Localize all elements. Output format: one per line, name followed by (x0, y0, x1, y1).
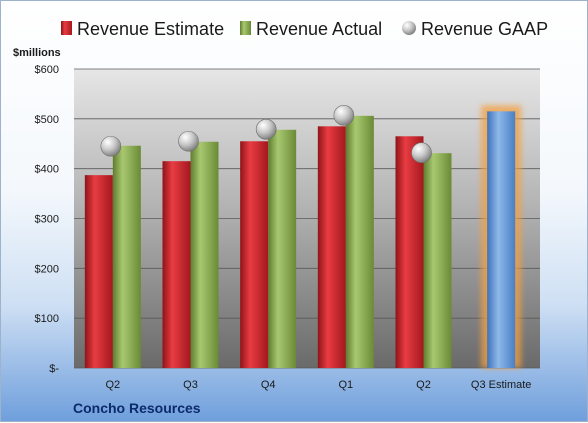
legend: Revenue Estimate Revenue Actual Revenue … (61, 19, 548, 39)
x-tick-label: Q3 Estimate (471, 379, 532, 391)
legend-label-revenue-actual: Revenue Actual (256, 19, 382, 39)
bar-revenue-estimate (317, 126, 346, 368)
x-tick-label: Q3 (183, 379, 198, 391)
legend-label-revenue-gaap: Revenue GAAP (421, 19, 548, 39)
legend-swatch-revenue-actual (240, 21, 251, 35)
bar-revenue-actual (345, 115, 374, 369)
y-axis-unit-label: $millions (13, 47, 61, 59)
y-tick-label: $100 (35, 313, 59, 325)
bubble-revenue-gaap (411, 142, 432, 164)
bar-revenue-actual (190, 141, 219, 368)
legend-label-revenue-estimate: Revenue Estimate (77, 19, 224, 39)
bar-revenue-estimate (84, 175, 113, 368)
y-tick-label: $300 (35, 214, 59, 226)
bar-revenue-estimate (395, 136, 424, 368)
bubble-revenue-gaap (255, 118, 277, 140)
legend-swatch-revenue-gaap (402, 21, 416, 35)
y-tick-label: $400 (35, 164, 59, 176)
x-tick-label: Q4 (261, 379, 276, 391)
bar-revenue-actual (423, 153, 452, 368)
bar-revenue-projection (487, 111, 516, 368)
y-tick-label: $200 (35, 263, 59, 275)
axis-ticks: $- $100 $200 $300 $400 $500 $600 Q2 Q3 Q4 Q1 Q2 Q3 E… (35, 64, 532, 391)
x-tick-label: Q2 (416, 379, 431, 391)
bar-revenue-estimate (240, 141, 269, 368)
company-name: Concho Resources (73, 400, 201, 416)
legend-swatch-revenue-estimate (61, 21, 72, 35)
bar-revenue-estimate (162, 161, 191, 368)
bubble-revenue-gaap (333, 105, 355, 126)
x-tick-label: Q1 (338, 379, 353, 391)
gridlines (74, 68, 540, 369)
bar-revenue-actual (268, 129, 297, 368)
bar-revenue-actual (112, 145, 141, 368)
bubble-revenue-gaap (100, 135, 122, 157)
y-tick-label: $600 (35, 64, 59, 76)
y-tick-label: $- (49, 363, 59, 375)
bubble-revenue-gaap (178, 130, 199, 152)
bars (84, 105, 522, 369)
x-tick-label: Q2 (105, 379, 120, 391)
y-tick-label: $500 (35, 114, 59, 126)
